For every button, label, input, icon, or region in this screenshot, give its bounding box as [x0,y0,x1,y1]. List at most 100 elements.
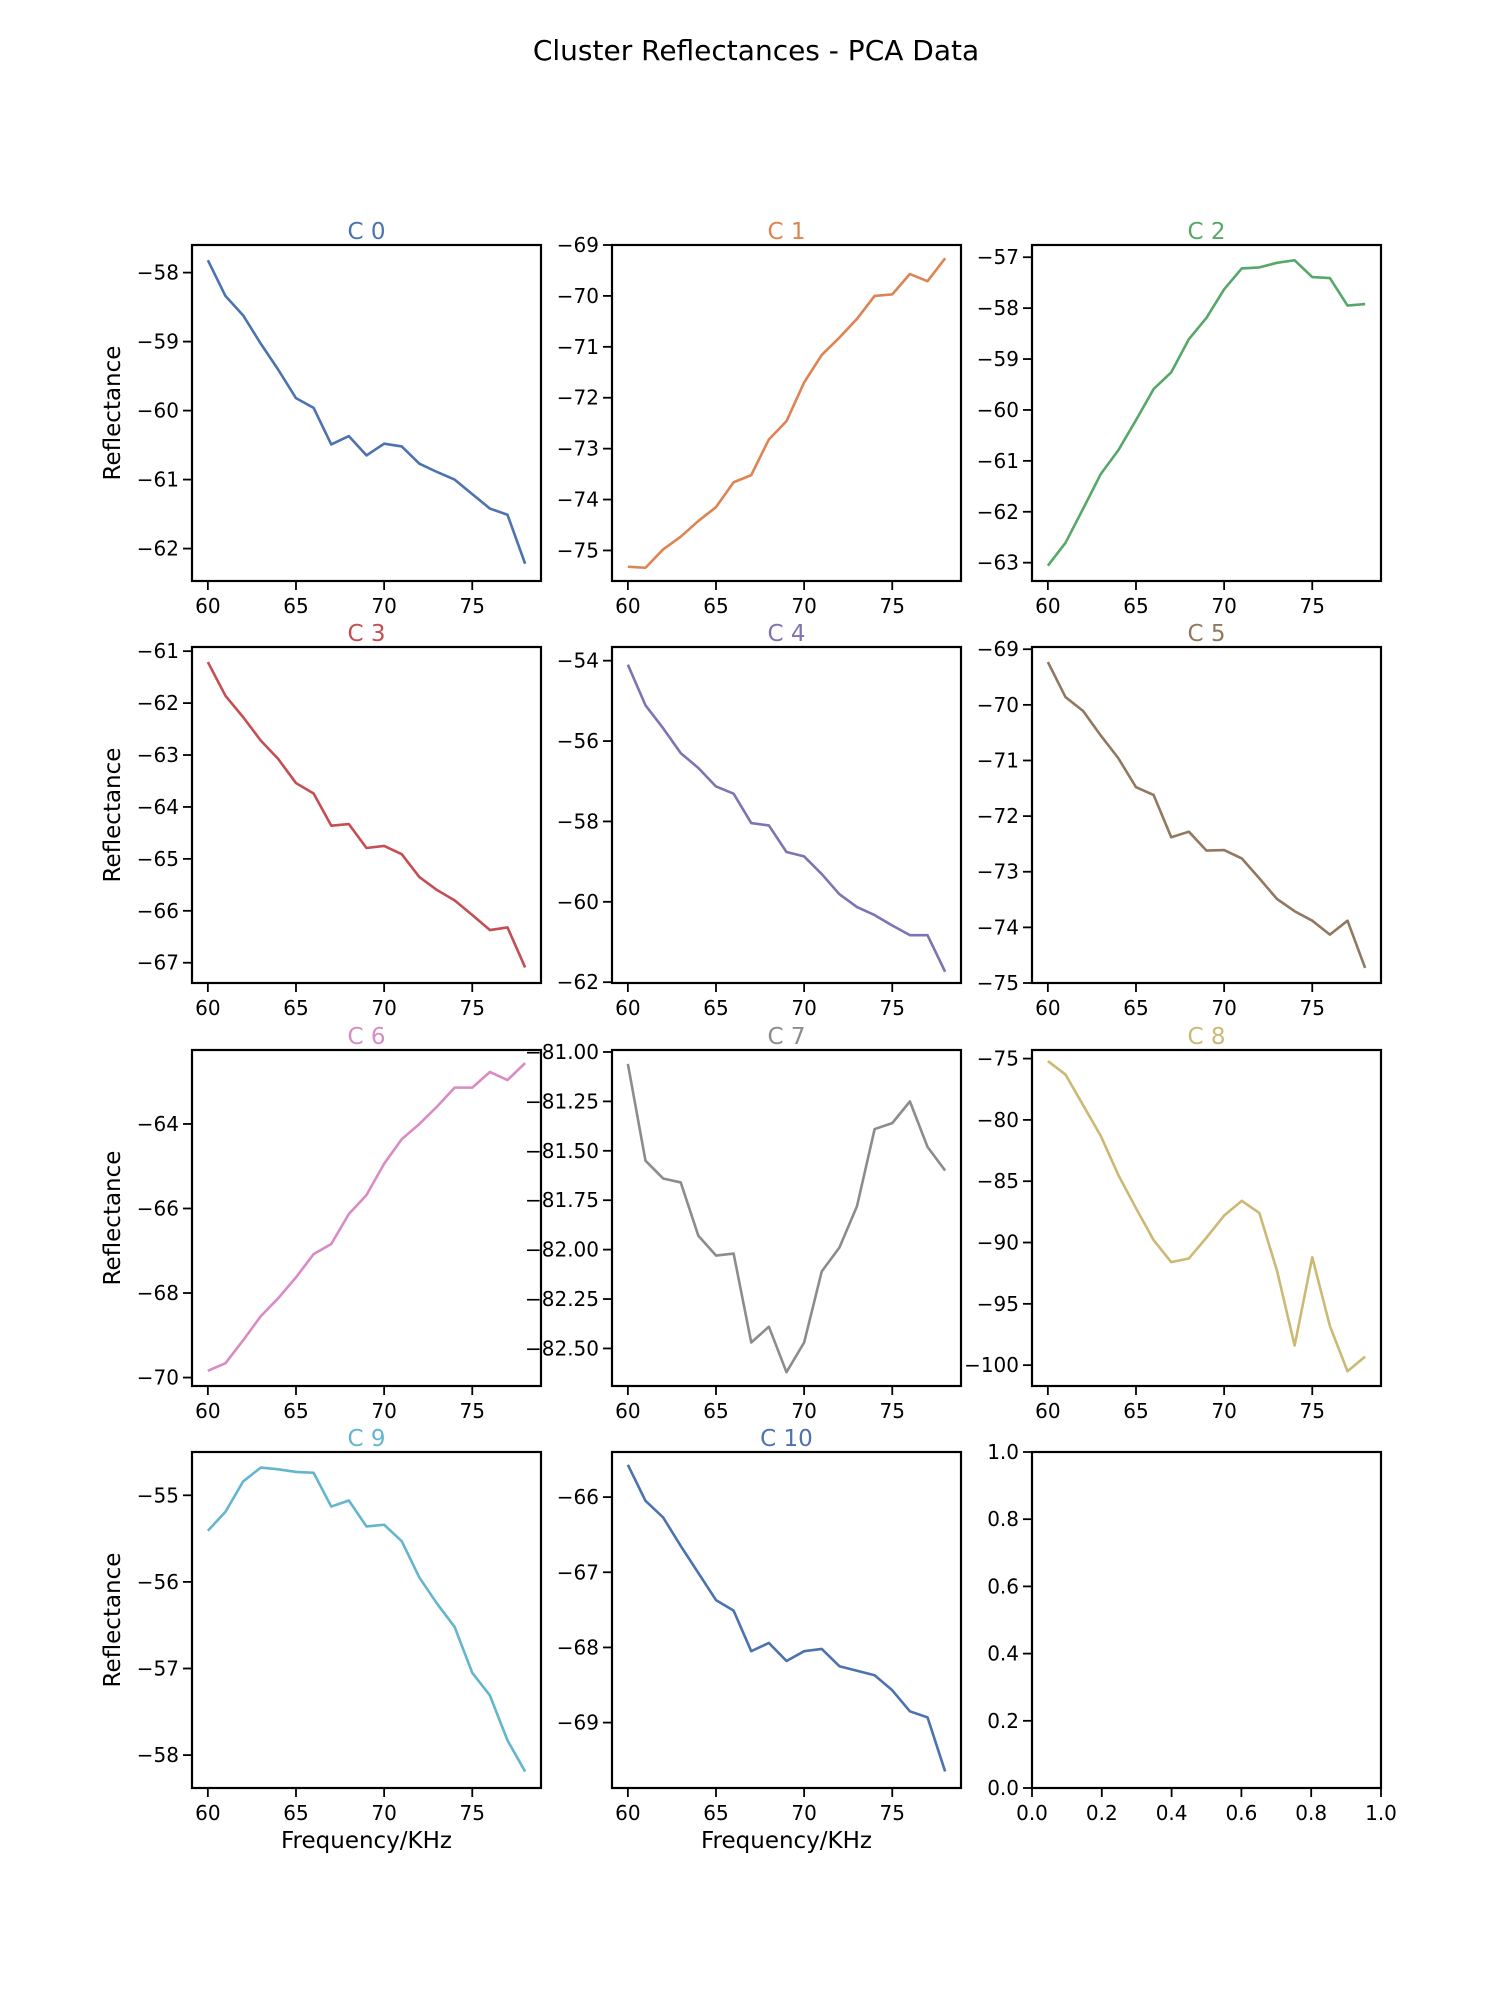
y-tick-label: −69 [977,637,1019,661]
subplot-title: C 5 [1187,621,1225,647]
axes-frame [190,645,543,985]
subplot-title: C 0 [347,219,385,245]
figure-title: Cluster Reflectances - PCA Data [533,34,979,67]
series-line-c0 [206,259,527,565]
subplot-title: C 8 [1187,1024,1225,1050]
x-tick-label: 75 [880,1399,905,1423]
x-tick-label: 60 [195,1801,220,1825]
axes-frame [190,1450,543,1790]
x-tick-label: 65 [1123,1399,1148,1423]
y-tick-label: −81.50 [525,1139,599,1163]
x-tick-label: 65 [1123,594,1148,618]
y-tick-label: −69 [557,1711,599,1735]
y-tick-label: −61 [977,449,1019,473]
series-line-c3 [206,661,527,968]
subplot-1: C 1 60 65 70 75 −69 −70 −71 −72 −73 −74 −75 [557,219,963,618]
y-axis-label: Reflectance [100,1151,126,1286]
x-tick-label: 75 [880,996,905,1020]
subplot-2: C 2 60 65 70 75 −57 −58 −59 −60 −61 −62 −63 [977,219,1383,618]
y-axis-label: Reflectance [100,748,126,883]
y-tick-label: −70 [137,1366,179,1390]
y-tick-label: −61 [137,468,179,492]
y-tick-label: 0.2 [987,1709,1019,1733]
axes-frame [190,1048,543,1388]
y-axis-label: Reflectance [100,1553,126,1688]
y-tick-label: −56 [137,1570,179,1594]
y-tick-label: −62 [557,970,599,994]
y-tick-label: −62 [137,691,179,715]
y-tick-label: −74 [977,915,1019,939]
x-tick-label: 75 [460,594,485,618]
subplot-7: C 7 60 65 70 75 −81.00 −81.25 −81.50 −81.75 −82.0… [525,1024,963,1423]
y-tick-label: −72 [977,804,1019,828]
subplot-title: C 1 [767,219,805,245]
x-tick-label: 60 [195,594,220,618]
y-tick-label: 0.6 [987,1574,1019,1598]
y-tick-label: −75 [557,538,599,562]
axes-frame [190,243,543,583]
y-tick-label: −72 [557,386,599,410]
y-tick-label: −59 [977,347,1019,371]
y-tick-label: −66 [137,1196,179,1220]
x-tick-label: 0.8 [1295,1801,1327,1825]
subplot-title: C 9 [347,1426,385,1452]
subplot-10: C 10 60 65 70 75 −66 −67 −68 −69 Frequency/KHz [557,1426,963,1854]
x-tick-label: 0.6 [1225,1801,1257,1825]
y-tick-label: −59 [137,330,179,354]
subplot-title: C 10 [760,1426,813,1452]
x-tick-label: 70 [371,1399,396,1423]
axes-frame [610,1450,963,1790]
x-axis-label: Frequency/KHz [281,1828,452,1854]
x-tick-label: 70 [791,594,816,618]
y-tick-label: −58 [557,809,599,833]
y-tick-label: −63 [977,551,1019,575]
x-tick-label: 60 [1035,594,1060,618]
axes-frame [1030,1450,1383,1790]
series-line-c7 [626,1063,947,1374]
x-tick-label: 65 [1123,996,1148,1020]
y-tick-label: −81.75 [525,1188,599,1212]
subplot-title: C 4 [767,621,805,647]
x-tick-label: 60 [615,1801,640,1825]
series-line-c10 [626,1464,947,1772]
subplot-9: C 9 60 65 70 75 −55 −56 −57 −58 Reflectance Freque… [100,1426,543,1854]
y-tick-label: −66 [557,1485,599,1509]
y-tick-label: −68 [557,1635,599,1659]
x-tick-label: 70 [791,996,816,1020]
x-tick-label: 1.0 [1365,1801,1397,1825]
subplot-3: C 3 60 65 70 75 −61 −62 −63 −64 −65 −66 −67 Reflecta… [100,621,543,1020]
y-tick-label: −81.25 [525,1089,599,1113]
subplot-4: C 4 60 65 70 75 −54 −56 −58 −60 −62 [557,621,963,1020]
x-tick-label: 65 [703,594,728,618]
subplot-6: C 6 60 65 70 75 −64 −66 −68 −70 Reflectance [100,1024,543,1423]
x-tick-label: 65 [703,996,728,1020]
axes-frame [610,1048,963,1388]
y-tick-label: −70 [977,693,1019,717]
x-axis-label: Frequency/KHz [701,1828,872,1854]
y-tick-label: −57 [137,1656,179,1680]
x-tick-label: 60 [1035,996,1060,1020]
subplot-0: C 0 60 65 70 75 −58 −59 −60 −61 −62 Reflectance [100,219,543,618]
subplot-grid: C 0 60 65 70 75 −58 −59 −60 −61 −62 Reflectance C 1… [100,219,1397,1854]
y-tick-label: −71 [557,335,599,359]
y-tick-label: −63 [137,743,179,767]
x-tick-label: 75 [460,1399,485,1423]
x-tick-label: 75 [1300,1399,1325,1423]
y-tick-label: −61 [137,639,179,663]
subplot-8: C 8 60 65 70 75 −75 −80 −85 −90 −95 −100 [964,1024,1383,1423]
x-tick-label: 75 [1300,594,1325,618]
subplot-title: C 3 [347,621,385,647]
y-tick-label: −56 [557,729,599,753]
y-tick-label: −67 [557,1560,599,1584]
axes-frame [610,645,963,985]
x-tick-label: 0.0 [1016,1801,1048,1825]
x-tick-label: 70 [371,1801,396,1825]
y-tick-label: −80 [977,1108,1019,1132]
subplot-title: C 7 [767,1024,805,1050]
axes-frame [1030,645,1383,985]
y-tick-label: 0.4 [987,1642,1019,1666]
y-tick-label: −62 [137,537,179,561]
y-tick-label: −60 [977,398,1019,422]
y-tick-label: −95 [977,1292,1019,1316]
y-tick-label: −100 [964,1353,1019,1377]
